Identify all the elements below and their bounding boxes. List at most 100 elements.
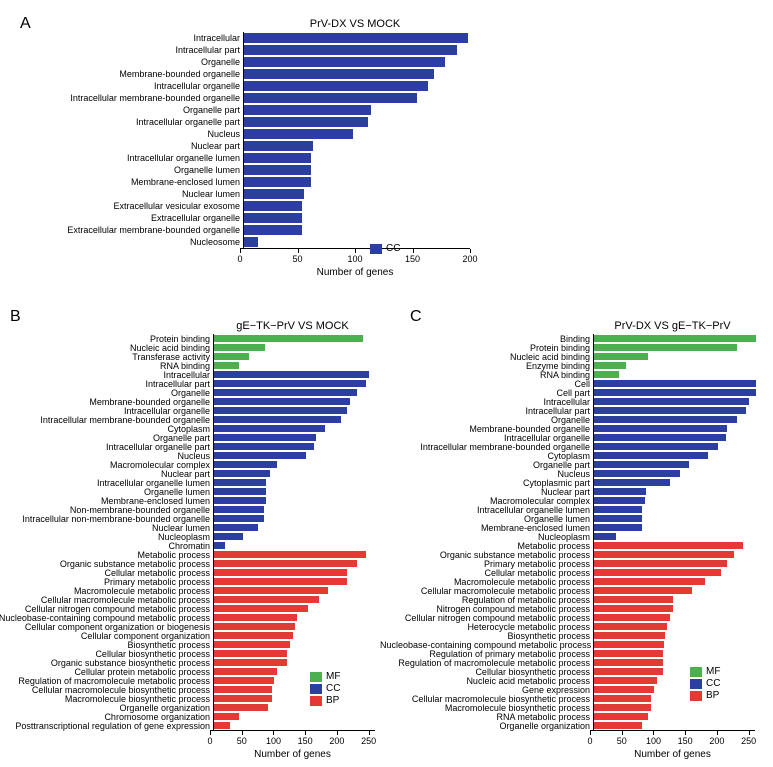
bar bbox=[594, 380, 756, 387]
tick-label: 150 bbox=[298, 736, 313, 746]
bar bbox=[594, 686, 654, 693]
bar bbox=[594, 452, 708, 459]
bar bbox=[214, 398, 350, 405]
bar-row: Organelle lumen bbox=[40, 164, 475, 176]
bar-area bbox=[593, 370, 759, 379]
bar bbox=[594, 632, 665, 639]
bar bbox=[594, 479, 670, 486]
tick-label: 250 bbox=[741, 736, 756, 746]
bar-area bbox=[213, 397, 379, 406]
bar bbox=[244, 69, 434, 79]
bar-area bbox=[593, 721, 759, 730]
bar bbox=[244, 213, 302, 223]
bar bbox=[244, 189, 304, 199]
bar bbox=[214, 686, 272, 693]
bar-row: Organelle organization bbox=[380, 721, 760, 730]
bar-area bbox=[213, 433, 379, 442]
bar bbox=[594, 560, 727, 567]
bar bbox=[214, 506, 264, 513]
bar-row: Organelle part bbox=[40, 104, 475, 116]
panel-b-chart: gE−TK−PrV VS MOCKProtein bindingNucleic … bbox=[0, 320, 380, 763]
tick-label: 50 bbox=[292, 254, 302, 264]
bar-row: Nuclear lumen bbox=[40, 188, 475, 200]
bar bbox=[244, 153, 311, 163]
bar-area bbox=[593, 712, 759, 721]
bar bbox=[594, 578, 705, 585]
bar-row: Intracellular membrane-bounded organelle bbox=[40, 92, 475, 104]
bar-row: Nuclear part bbox=[40, 140, 475, 152]
bar-label: Organelle bbox=[40, 57, 243, 67]
bar-area bbox=[243, 224, 474, 236]
bar bbox=[214, 659, 287, 666]
bar-area bbox=[213, 442, 379, 451]
bar-row: Intracellular organelle bbox=[40, 80, 475, 92]
legend-swatch-icon bbox=[690, 667, 702, 677]
bar bbox=[594, 569, 721, 576]
bar bbox=[214, 479, 266, 486]
bar bbox=[594, 614, 670, 621]
bar bbox=[594, 623, 667, 630]
legend-swatch-icon bbox=[370, 244, 382, 254]
bar-area bbox=[593, 568, 759, 577]
x-axis: 050100150200250Number of genes bbox=[590, 730, 755, 763]
bar bbox=[594, 443, 718, 450]
bar-label: Intracellular organelle part bbox=[40, 117, 243, 127]
bar-area bbox=[593, 595, 759, 604]
bar-area bbox=[213, 361, 379, 370]
bar-area bbox=[213, 343, 379, 352]
legend-swatch-icon bbox=[310, 696, 322, 706]
tick-label: 0 bbox=[207, 736, 212, 746]
bar bbox=[594, 398, 749, 405]
bar bbox=[214, 650, 287, 657]
bar-area bbox=[593, 523, 759, 532]
axis-title: Number of genes bbox=[317, 267, 394, 278]
tick bbox=[242, 731, 243, 735]
bar bbox=[244, 105, 371, 115]
tick bbox=[298, 249, 299, 253]
bar-area bbox=[213, 595, 379, 604]
bar-area bbox=[593, 505, 759, 514]
bar-area bbox=[213, 640, 379, 649]
bar bbox=[244, 129, 353, 139]
bar bbox=[594, 515, 642, 522]
bar-area bbox=[593, 424, 759, 433]
bar bbox=[214, 533, 243, 540]
bar-area bbox=[593, 667, 759, 676]
bar bbox=[214, 443, 314, 450]
bar bbox=[594, 488, 646, 495]
bar-area bbox=[593, 361, 759, 370]
bar bbox=[594, 542, 743, 549]
bar-area bbox=[243, 140, 474, 152]
bar-area bbox=[243, 56, 474, 68]
bar-label: Nuclear lumen bbox=[40, 189, 243, 199]
bar bbox=[594, 506, 642, 513]
legend-label: MF bbox=[326, 671, 340, 682]
tick-label: 100 bbox=[646, 736, 661, 746]
bar bbox=[594, 371, 619, 378]
bar-area bbox=[213, 460, 379, 469]
bar bbox=[594, 713, 648, 720]
tick bbox=[355, 249, 356, 253]
bar-area bbox=[213, 370, 379, 379]
bar bbox=[594, 335, 756, 342]
bar bbox=[214, 569, 347, 576]
bar-label: Extracellular vesicular exosome bbox=[40, 201, 243, 211]
bar-area bbox=[593, 631, 759, 640]
bar-row: Intracellular bbox=[40, 32, 475, 44]
tick bbox=[717, 731, 718, 735]
bar bbox=[594, 416, 737, 423]
bar bbox=[244, 225, 302, 235]
bar-area bbox=[213, 514, 379, 523]
bar bbox=[214, 722, 230, 729]
bar-area bbox=[593, 541, 759, 550]
chart-title: PrV-DX VS gE−TK−PrV bbox=[590, 320, 755, 332]
tick bbox=[622, 731, 623, 735]
bar bbox=[244, 201, 302, 211]
bar-area bbox=[213, 667, 379, 676]
tick-label: 50 bbox=[237, 736, 247, 746]
bar-area bbox=[593, 487, 759, 496]
panel-a-chart: PrV-DX VS MOCKIntracellularIntracellular… bbox=[40, 18, 475, 281]
bar-row: Membrane-enclosed lumen bbox=[40, 176, 475, 188]
bar-area bbox=[593, 334, 759, 343]
bar-area bbox=[593, 415, 759, 424]
